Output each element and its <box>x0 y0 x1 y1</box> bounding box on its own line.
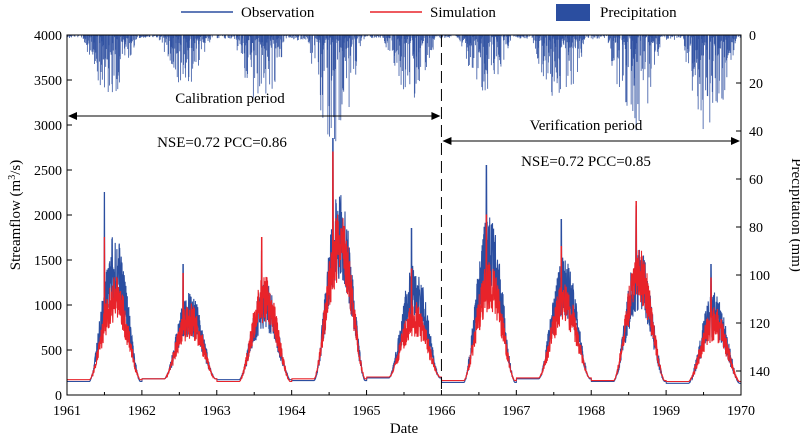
x-tick-label: 1969 <box>652 404 680 419</box>
axes: 1961 1962 1963 1964 1965 1966 1967 1968 1969 1970… <box>7 29 800 437</box>
legend-bar-swatch <box>556 4 590 21</box>
y-right-tick-label: 140 <box>749 365 770 380</box>
verification-stats: NSE=0.72 PCC=0.85 <box>521 154 651 170</box>
legend-label: Precipitation <box>600 5 677 21</box>
arrow-head-right <box>431 112 440 120</box>
y-left-tick-label: 1000 <box>34 299 62 314</box>
x-tick-label: 1965 <box>353 404 381 419</box>
y-left-tick-label: 500 <box>41 344 62 359</box>
y-left-tick-label: 1500 <box>34 254 62 269</box>
y-left-tick-label: 4000 <box>34 29 62 44</box>
verification-label: Verification period <box>530 118 643 134</box>
calibration-stats: NSE=0.72 PCC=0.86 <box>157 135 287 151</box>
y-left-tick-label: 0 <box>55 389 62 404</box>
y-left-tick-label: 3000 <box>34 119 62 134</box>
y-left-tick-label: 2000 <box>34 209 62 224</box>
simulation-line <box>67 152 741 382</box>
arrow-head-left <box>68 112 77 120</box>
x-tick-label: 1966 <box>427 404 455 419</box>
y-right-tick-label: 60 <box>749 173 763 188</box>
arrow-head-left <box>442 137 451 145</box>
x-tick-label: 1962 <box>128 404 156 419</box>
verification-arrow <box>442 137 740 145</box>
x-tick-label: 1970 <box>727 404 755 419</box>
y-left-tick-label: 2500 <box>34 164 62 179</box>
legend: Observation Simulation Precipitation <box>181 4 677 21</box>
arrow-head-right <box>731 137 740 145</box>
y-right-tick-label: 100 <box>749 269 770 284</box>
y-right-tick-label: 20 <box>749 77 763 92</box>
simulation-series <box>67 152 741 382</box>
x-axis-title: Date <box>390 421 419 437</box>
calibration-arrow <box>68 112 440 120</box>
legend-label: Observation <box>241 5 315 21</box>
y-right-tick-label: 0 <box>749 29 756 44</box>
x-tick-label: 1964 <box>278 404 306 419</box>
y-right-tick-label: 80 <box>749 221 763 236</box>
y-left-tick-label: 3500 <box>34 74 62 89</box>
y-right-tick-label: 120 <box>749 317 770 332</box>
x-tick-label: 1968 <box>577 404 605 419</box>
x-tick-label: 1967 <box>502 404 530 419</box>
y-left-axis-title: Streamflow (m3/s) <box>7 160 25 270</box>
legend-label: Simulation <box>430 5 496 21</box>
calibration-label: Calibration period <box>175 91 285 107</box>
x-tick-label: 1961 <box>53 404 81 419</box>
y-right-tick-label: 40 <box>749 125 763 140</box>
y-right-axis-title: Precipitation (mm) <box>788 158 800 272</box>
x-tick-label: 1963 <box>203 404 231 419</box>
